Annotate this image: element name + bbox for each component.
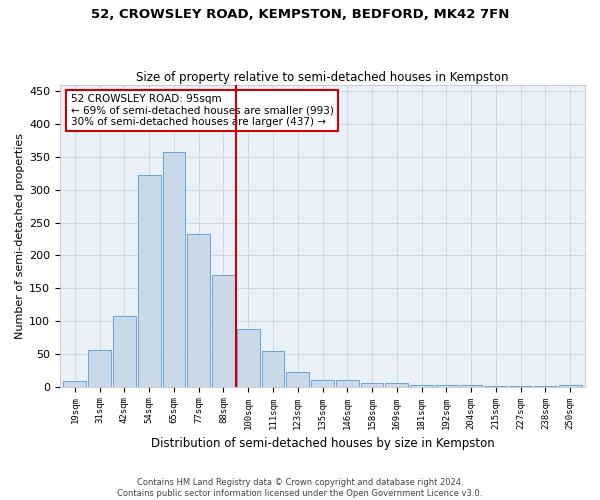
Bar: [64, 382, 86, 386]
Bar: [163, 152, 185, 386]
X-axis label: Distribution of semi-detached houses by size in Kempston: Distribution of semi-detached houses by …: [151, 437, 494, 450]
Text: 52, CROWSLEY ROAD, KEMPSTON, BEDFORD, MK42 7FN: 52, CROWSLEY ROAD, KEMPSTON, BEDFORD, MK…: [91, 8, 509, 20]
Bar: [311, 380, 334, 386]
Bar: [237, 329, 260, 386]
Bar: [286, 372, 309, 386]
Bar: [361, 384, 383, 386]
Text: Contains HM Land Registry data © Crown copyright and database right 2024.
Contai: Contains HM Land Registry data © Crown c…: [118, 478, 482, 498]
Bar: [187, 234, 210, 386]
Bar: [336, 380, 359, 386]
Bar: [385, 384, 408, 386]
Bar: [113, 316, 136, 386]
Bar: [212, 275, 235, 386]
Bar: [262, 350, 284, 386]
Text: 52 CROWSLEY ROAD: 95sqm
← 69% of semi-detached houses are smaller (993)
30% of s: 52 CROWSLEY ROAD: 95sqm ← 69% of semi-de…: [71, 94, 334, 127]
Bar: [138, 176, 161, 386]
Bar: [88, 350, 111, 387]
Title: Size of property relative to semi-detached houses in Kempston: Size of property relative to semi-detach…: [136, 70, 509, 84]
Bar: [410, 384, 433, 386]
Y-axis label: Number of semi-detached properties: Number of semi-detached properties: [15, 132, 25, 338]
